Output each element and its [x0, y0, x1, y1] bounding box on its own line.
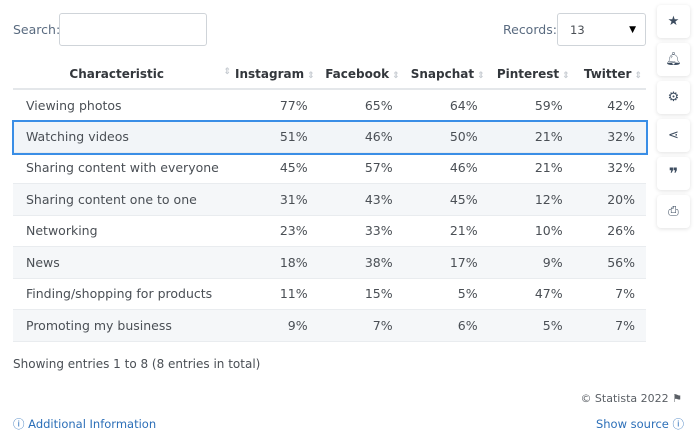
cell-value: 21%	[488, 152, 574, 184]
cell-value: 15%	[318, 278, 404, 310]
cell-value: 5%	[403, 278, 489, 310]
row-label: Finding/shopping for products	[13, 278, 235, 310]
table-row[interactable]: News 18% 38% 17% 9% 56%	[13, 246, 646, 279]
cell-value: 7%	[318, 309, 404, 342]
star-icon[interactable]: ★	[657, 5, 690, 38]
cell-value: 77%	[235, 89, 319, 121]
show-source-link[interactable]: Show source ⓘ	[595, 417, 685, 431]
cell-value: 31%	[235, 183, 319, 216]
sort-icon: ⇕	[562, 71, 570, 81]
cell-value: 10%	[488, 215, 574, 247]
row-label: Networking	[13, 215, 235, 247]
entries-info: Showing entries 1 to 8 (8 entries in tot…	[13, 357, 261, 371]
header-pinterest[interactable]: Pinterest ⇕	[488, 60, 574, 90]
cell-value: 21%	[488, 120, 574, 153]
table-row[interactable]: Finding/shopping for products 11% 15% 5% 47%…	[13, 278, 646, 310]
cell-value: 51%	[235, 120, 319, 153]
gear-icon[interactable]: ⚙	[657, 81, 690, 114]
cell-value: 32%	[573, 152, 646, 184]
cell-value: 26%	[573, 215, 646, 247]
cell-value: 57%	[318, 152, 404, 184]
info-icon: ⓘ	[672, 417, 685, 431]
row-label: Promoting my business	[13, 309, 235, 342]
table-row[interactable]: Viewing photos 77% 65% 64% 59% 42%	[13, 89, 646, 121]
table-row[interactable]: Sharing content with everyone 45% 57% 46% 21…	[13, 152, 646, 184]
sort-icon: ⇕	[223, 67, 231, 77]
cell-value: 32%	[573, 120, 646, 153]
copyright: © Statista 2022 ⚑	[580, 392, 682, 405]
table-row[interactable]: Sharing content one to one 31% 43% 45% 12% 20…	[13, 183, 646, 216]
cell-value: 42%	[573, 89, 646, 121]
row-label: Sharing content one to one	[13, 183, 235, 216]
print-icon[interactable]: ⎙	[657, 195, 690, 228]
cell-value: 65%	[318, 89, 404, 121]
share-icon[interactable]: ⋖	[657, 119, 690, 152]
cell-value: 46%	[318, 120, 404, 153]
header-facebook[interactable]: Facebook ⇕	[318, 60, 404, 90]
cell-value: 47%	[488, 278, 574, 310]
table-row[interactable]: Promoting my business 9% 7% 6% 5% 7%	[13, 309, 646, 342]
cell-value: 50%	[403, 120, 489, 153]
cell-value: 11%	[235, 278, 319, 310]
cell-value: 5%	[488, 309, 574, 342]
cell-value: 23%	[235, 215, 319, 247]
cell-value: 21%	[403, 215, 489, 247]
cell-value: 46%	[403, 152, 489, 184]
cell-value: 59%	[488, 89, 574, 121]
data-table: Characteristic ⇕ Instagram ⇕ Facebook ⇕ Sna…	[13, 60, 646, 342]
cell-value: 18%	[235, 246, 319, 279]
header-twitter[interactable]: Twitter ⇕	[573, 60, 646, 90]
cell-value: 7%	[573, 309, 646, 342]
records-select[interactable]: 13 ▼	[557, 13, 646, 46]
header-characteristic[interactable]: Characteristic ⇕	[13, 60, 235, 90]
row-label: News	[13, 246, 235, 279]
cell-value: 9%	[235, 309, 319, 342]
bell-icon[interactable]: 🔔︎	[657, 43, 690, 76]
cell-value: 20%	[573, 183, 646, 216]
cell-value: 38%	[318, 246, 404, 279]
cell-value: 56%	[573, 246, 646, 279]
quote-icon[interactable]: ❞	[657, 157, 690, 190]
cell-value: 6%	[403, 309, 489, 342]
cell-value: 9%	[488, 246, 574, 279]
row-label: Watching videos	[13, 120, 235, 153]
cell-value: 64%	[403, 89, 489, 121]
info-icon: ⓘ	[13, 417, 25, 431]
header-instagram[interactable]: Instagram ⇕	[235, 60, 319, 90]
header-snapchat[interactable]: Snapchat ⇕	[403, 60, 489, 90]
table-row[interactable]: Watching videos 51% 46% 50% 21% 32%	[13, 120, 646, 153]
flag-icon: ⚑	[672, 392, 682, 405]
sort-icon: ⇕	[392, 71, 400, 81]
cell-value: 45%	[235, 152, 319, 184]
sort-icon: ⇕	[307, 71, 315, 81]
records-label: Records:	[503, 22, 557, 37]
cell-value: 45%	[403, 183, 489, 216]
row-label: Viewing photos	[13, 89, 235, 121]
cell-value: 12%	[488, 183, 574, 216]
cell-value: 33%	[318, 215, 404, 247]
cell-value: 17%	[403, 246, 489, 279]
additional-information-link[interactable]: ⓘ Additional Information	[13, 417, 157, 431]
sort-icon: ⇕	[634, 71, 642, 81]
row-label: Sharing content with everyone	[13, 152, 235, 184]
sort-icon: ⇕	[477, 71, 485, 81]
records-value: 13	[570, 23, 585, 37]
search-input[interactable]	[59, 13, 207, 46]
table-row[interactable]: Networking 23% 33% 21% 10% 26%	[13, 215, 646, 247]
caret-down-icon: ▼	[629, 25, 636, 35]
cell-value: 7%	[573, 278, 646, 310]
search-label: Search:	[13, 22, 61, 37]
cell-value: 43%	[318, 183, 404, 216]
